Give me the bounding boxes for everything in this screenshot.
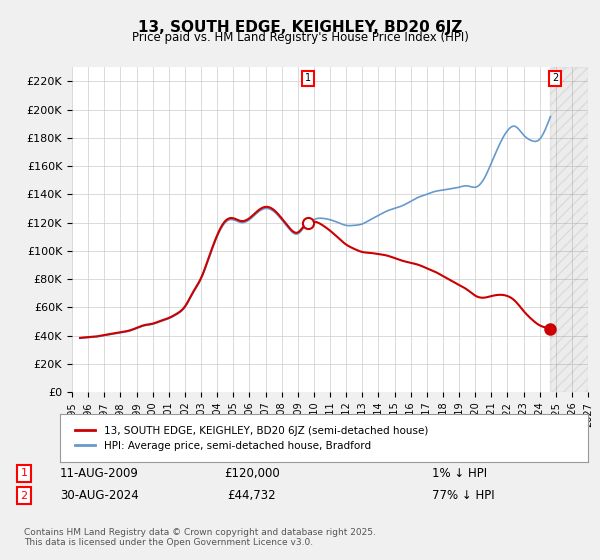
- Text: 2: 2: [20, 491, 28, 501]
- Text: £120,000: £120,000: [224, 466, 280, 480]
- Text: 2: 2: [552, 73, 558, 83]
- Legend: 13, SOUTH EDGE, KEIGHLEY, BD20 6JZ (semi-detached house), HPI: Average price, se: 13, SOUTH EDGE, KEIGHLEY, BD20 6JZ (semi…: [70, 422, 433, 455]
- Text: 1: 1: [20, 468, 28, 478]
- Text: 77% ↓ HPI: 77% ↓ HPI: [432, 489, 494, 502]
- Bar: [550, 67, 588, 392]
- Text: 1% ↓ HPI: 1% ↓ HPI: [432, 466, 487, 480]
- Text: 13, SOUTH EDGE, KEIGHLEY, BD20 6JZ: 13, SOUTH EDGE, KEIGHLEY, BD20 6JZ: [138, 20, 462, 35]
- Text: 30-AUG-2024: 30-AUG-2024: [60, 489, 139, 502]
- Text: Price paid vs. HM Land Registry's House Price Index (HPI): Price paid vs. HM Land Registry's House …: [131, 31, 469, 44]
- Text: 1: 1: [305, 73, 311, 83]
- Text: Contains HM Land Registry data © Crown copyright and database right 2025.
This d: Contains HM Land Registry data © Crown c…: [24, 528, 376, 547]
- Text: £44,732: £44,732: [227, 489, 277, 502]
- Text: 11-AUG-2009: 11-AUG-2009: [60, 466, 139, 480]
